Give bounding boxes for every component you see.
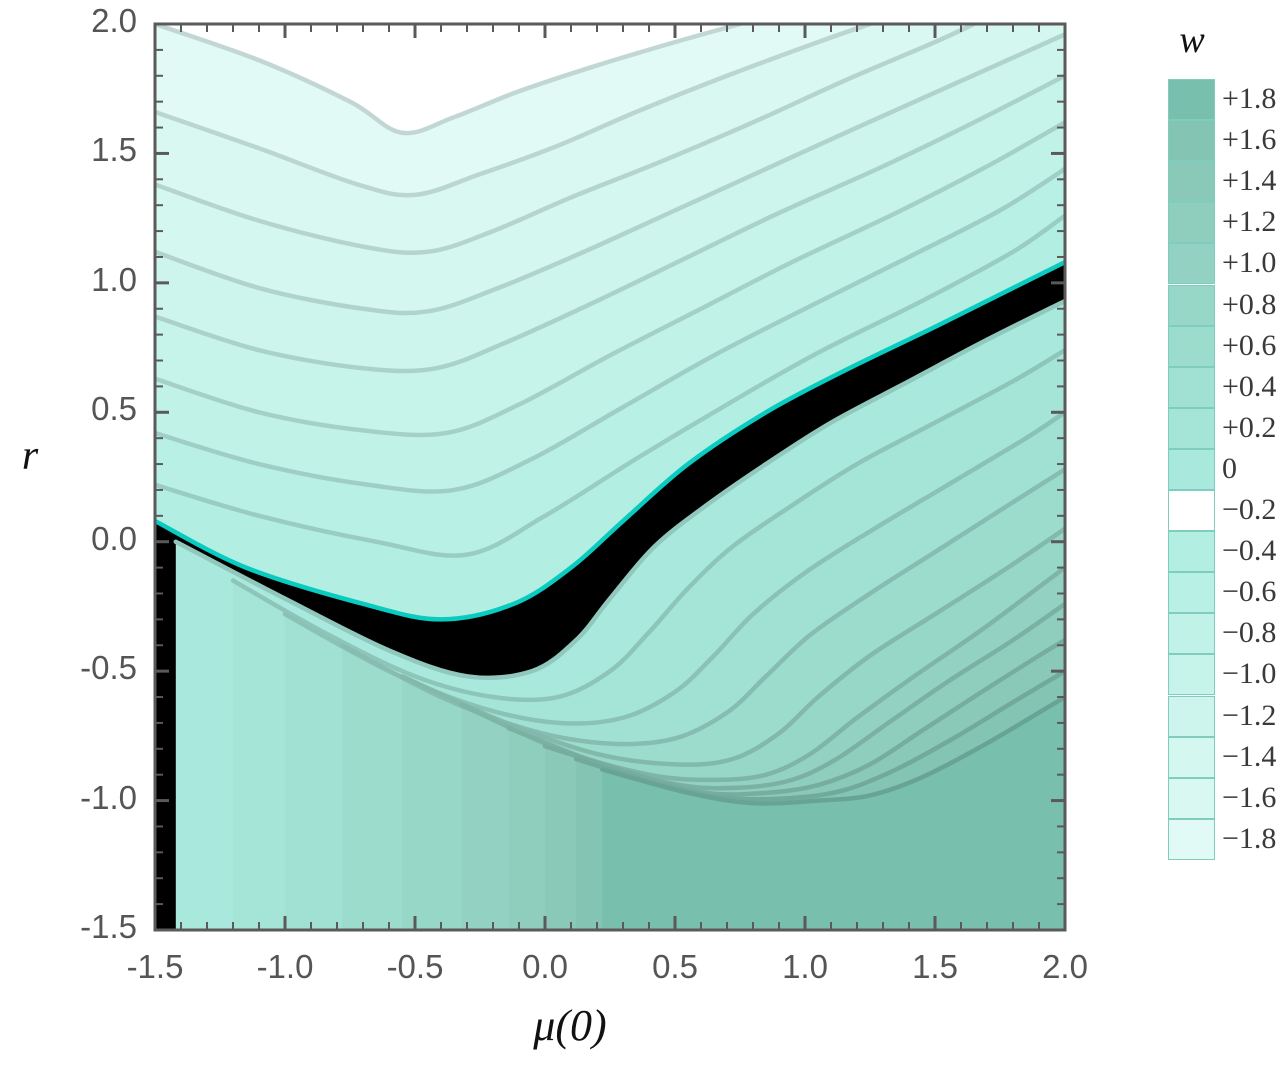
x-axis-title: μ(0) — [533, 1001, 607, 1050]
legend-row: −0.2 — [1160, 489, 1280, 531]
legend-label: +1.2 — [1222, 205, 1277, 239]
x-tick-label: -1.0 — [256, 948, 314, 985]
legend-swatch — [1168, 572, 1215, 614]
x-tick-label: 1.0 — [782, 948, 828, 985]
legend-swatch — [1168, 202, 1215, 244]
x-tick-label: 0.5 — [652, 948, 698, 985]
contour-lines — [155, 24, 1065, 806]
legend-label: +0.2 — [1222, 410, 1277, 444]
legend-label: −1.6 — [1222, 780, 1277, 814]
legend-row: −0.8 — [1160, 612, 1280, 655]
legend-row: +0.4 — [1160, 366, 1280, 408]
x-tick-label: 1.5 — [912, 948, 958, 985]
legend-swatch — [1168, 284, 1215, 326]
legend-row: −1.0 — [1160, 653, 1280, 696]
legend-swatch — [1168, 448, 1215, 490]
legend-swatch — [1168, 531, 1215, 573]
legend-title: w — [1179, 19, 1205, 61]
legend-row: −1.6 — [1160, 777, 1280, 819]
x-tick-label: 0.0 — [522, 948, 568, 985]
legend-row: +0.6 — [1160, 325, 1280, 367]
legend-label: +0.8 — [1222, 287, 1277, 321]
legend-swatch — [1168, 736, 1215, 778]
legend-swatch — [1168, 79, 1215, 120]
legend-swatch — [1168, 366, 1215, 408]
y-tick-label: -1.0 — [80, 778, 137, 816]
legend-row: +1.6 — [1160, 119, 1280, 162]
legend-row: −1.2 — [1160, 695, 1280, 737]
legend-swatch — [1168, 777, 1215, 819]
legend-swatch — [1168, 818, 1215, 860]
x-tick-label: 2.0 — [1042, 948, 1088, 985]
legend-label: +1.4 — [1222, 164, 1277, 198]
legend-label: −1.4 — [1222, 739, 1277, 773]
legend-label: −1.8 — [1222, 821, 1277, 855]
legend-row: 0 — [1160, 448, 1280, 490]
legend-row: −0.4 — [1160, 530, 1280, 573]
y-tick-label: 1.5 — [91, 131, 137, 169]
legend-label: +1.8 — [1222, 82, 1277, 115]
legend-label: +0.6 — [1222, 328, 1277, 362]
legend-label: +0.4 — [1222, 369, 1277, 403]
legend-swatch — [1168, 695, 1215, 737]
legend-row: +1.8 — [1160, 78, 1280, 120]
legend-swatch — [1168, 161, 1215, 203]
legend-row: +0.2 — [1160, 407, 1280, 449]
y-axis-title: r — [21, 433, 39, 479]
legend-label: +1.0 — [1222, 246, 1277, 280]
legend-swatch — [1168, 243, 1215, 285]
color-legend: w +1.8 +1.6 +1.4 +1.2 +1.0 +0.8 +0.6 +0.4 +0.2 0 −… — [1160, 0, 1280, 930]
legend-swatch — [1168, 407, 1215, 449]
x-tick-label: -1.5 — [126, 948, 184, 985]
legend-row: −1.8 — [1160, 818, 1280, 860]
legend-swatch — [1168, 654, 1215, 696]
legend-row: −0.6 — [1160, 571, 1280, 614]
legend-row: +1.0 — [1160, 242, 1280, 285]
legend-row: +0.8 — [1160, 284, 1280, 326]
contour-bands — [155, 24, 1065, 930]
legend-row: +1.2 — [1160, 201, 1280, 244]
legend-label: −0.4 — [1222, 534, 1277, 568]
y-tick-label: -1.5 — [80, 908, 137, 945]
legend-label: 0 — [1222, 451, 1237, 485]
y-tick-label: -0.5 — [80, 649, 137, 687]
legend-label: −0.8 — [1222, 616, 1277, 650]
legend-label: −1.2 — [1222, 698, 1277, 732]
y-tick-label: 0.0 — [91, 519, 137, 557]
legend-swatch — [1168, 120, 1215, 162]
y-tick-label: 0.5 — [91, 390, 137, 428]
legend-label: −0.6 — [1222, 575, 1277, 609]
legend-swatch — [1168, 490, 1215, 531]
legend-row: +1.4 — [1160, 160, 1280, 203]
legend-label: +1.6 — [1222, 123, 1277, 157]
legend-row: −1.4 — [1160, 736, 1280, 778]
legend-swatch — [1168, 325, 1215, 367]
axis-frame — [153, 22, 1067, 932]
legend-label: −1.0 — [1222, 657, 1277, 691]
legend-label: −0.2 — [1222, 493, 1277, 526]
y-tick-label: 1.0 — [91, 260, 137, 298]
y-tick-label: 2.0 — [91, 2, 137, 39]
x-tick-label: -0.5 — [386, 948, 444, 985]
legend-swatch — [1168, 613, 1215, 655]
